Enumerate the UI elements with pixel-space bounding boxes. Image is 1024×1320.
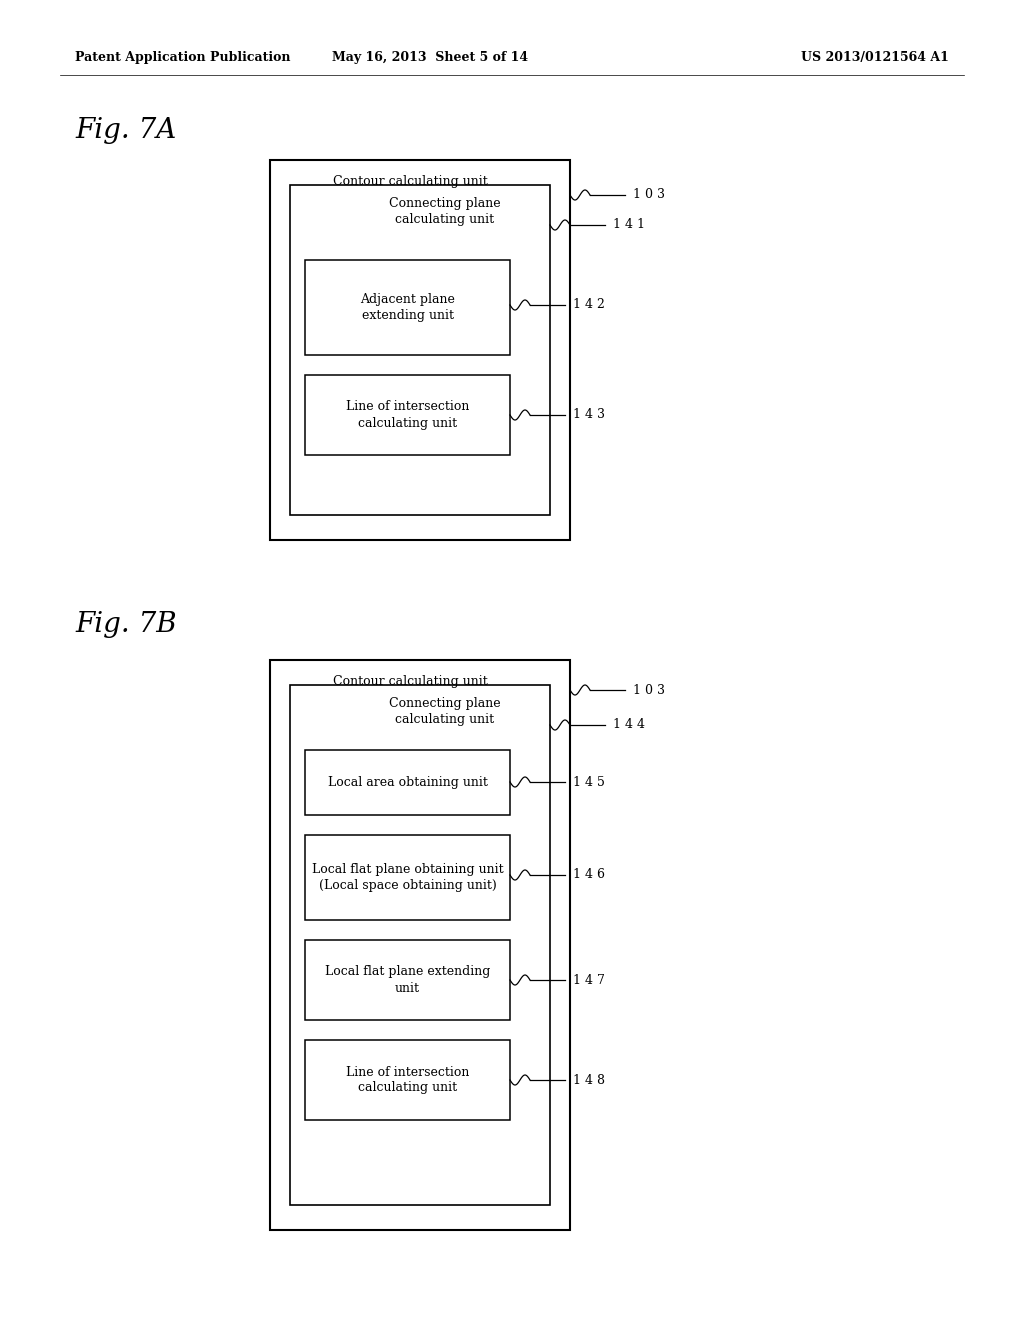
Text: Patent Application Publication: Patent Application Publication xyxy=(75,50,291,63)
Bar xyxy=(305,940,510,1020)
Text: Line of intersection
calculating unit: Line of intersection calculating unit xyxy=(346,400,469,429)
Bar xyxy=(290,685,550,1205)
Text: 1 4 5: 1 4 5 xyxy=(573,776,605,788)
Text: Contour calculating unit: Contour calculating unit xyxy=(333,176,487,189)
Text: 1 0 3: 1 0 3 xyxy=(633,684,665,697)
Text: Fig. 7A: Fig. 7A xyxy=(75,116,176,144)
Text: 1 4 6: 1 4 6 xyxy=(573,869,605,882)
Text: 1 4 8: 1 4 8 xyxy=(573,1073,605,1086)
Text: Connecting plane
calculating unit: Connecting plane calculating unit xyxy=(389,197,501,226)
Text: Fig. 7B: Fig. 7B xyxy=(75,611,176,639)
Text: Line of intersection
calculating unit: Line of intersection calculating unit xyxy=(346,1065,469,1094)
Bar xyxy=(305,750,510,814)
Bar xyxy=(305,375,510,455)
Bar xyxy=(270,160,570,540)
Bar xyxy=(305,1040,510,1119)
Text: US 2013/0121564 A1: US 2013/0121564 A1 xyxy=(801,50,949,63)
Text: 1 4 4: 1 4 4 xyxy=(613,718,645,731)
Text: 1 0 3: 1 0 3 xyxy=(633,189,665,202)
Text: Contour calculating unit: Contour calculating unit xyxy=(333,676,487,689)
Text: 1 4 3: 1 4 3 xyxy=(573,408,605,421)
Text: 1 4 1: 1 4 1 xyxy=(613,219,645,231)
Text: 1 4 7: 1 4 7 xyxy=(573,974,605,986)
Bar xyxy=(305,836,510,920)
Text: Local area obtaining unit: Local area obtaining unit xyxy=(328,776,487,789)
Text: Local flat plane extending
unit: Local flat plane extending unit xyxy=(325,965,490,994)
Text: Local flat plane obtaining unit
(Local space obtaining unit): Local flat plane obtaining unit (Local s… xyxy=(311,863,504,892)
Text: Connecting plane
calculating unit: Connecting plane calculating unit xyxy=(389,697,501,726)
Text: Adjacent plane
extending unit: Adjacent plane extending unit xyxy=(360,293,455,322)
Bar xyxy=(305,260,510,355)
Text: May 16, 2013  Sheet 5 of 14: May 16, 2013 Sheet 5 of 14 xyxy=(332,50,528,63)
Bar xyxy=(270,660,570,1230)
Text: 1 4 2: 1 4 2 xyxy=(573,298,605,312)
Bar xyxy=(290,185,550,515)
